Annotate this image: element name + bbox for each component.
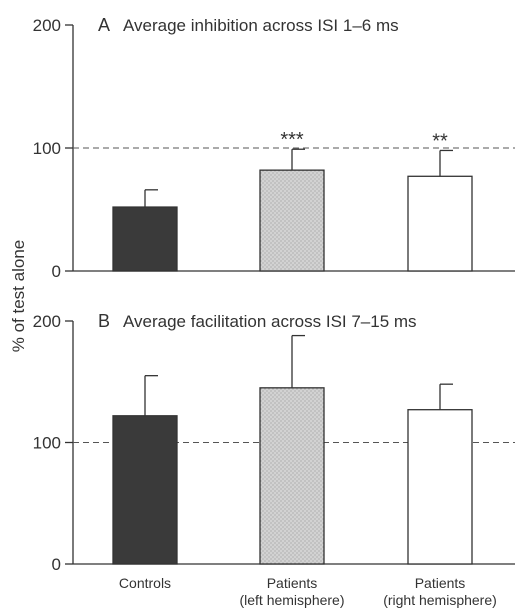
y-tick-label: 200 xyxy=(33,312,61,331)
panel-a: 0 100 200 A Average inhibition across ISI 1–… xyxy=(33,15,515,281)
y-tick-label: 100 xyxy=(33,139,61,158)
bar xyxy=(112,415,178,565)
panel-title: Average facilitation across ISI 7–15 ms xyxy=(123,312,417,331)
y-tick-label: 0 xyxy=(52,555,61,574)
panel-b: 0 100 200 B Average facilitation across ISI … xyxy=(33,311,515,574)
y-tick-label: 200 xyxy=(33,16,61,35)
significance-marker: *** xyxy=(280,129,304,151)
panel-letter: B xyxy=(98,311,110,331)
bar xyxy=(407,409,473,565)
panel-title: Average inhibition across ISI 1–6 ms xyxy=(123,16,399,35)
bar xyxy=(259,387,325,565)
significance-marker: ** xyxy=(432,130,448,152)
x-tick-label: Controls xyxy=(119,575,171,591)
y-tick-label: 0 xyxy=(52,262,61,281)
bar xyxy=(259,169,325,272)
x-tick-label: Patients (left hemisphere) xyxy=(239,575,344,608)
x-tick-label: Patients (right hemisphere) xyxy=(383,575,497,608)
bar xyxy=(112,206,178,272)
panel-letter: A xyxy=(98,15,110,35)
y-axis-label: % of test alone xyxy=(9,240,28,352)
y-tick-label: 100 xyxy=(33,434,61,453)
bar xyxy=(407,175,473,272)
